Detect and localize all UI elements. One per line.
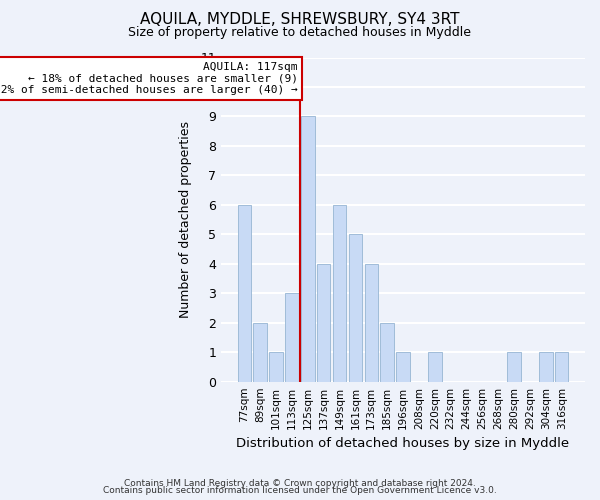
Bar bbox=[269, 352, 283, 382]
Bar bbox=[539, 352, 553, 382]
Bar bbox=[555, 352, 568, 382]
Text: Contains HM Land Registry data © Crown copyright and database right 2024.: Contains HM Land Registry data © Crown c… bbox=[124, 478, 476, 488]
Bar bbox=[396, 352, 410, 382]
Bar bbox=[238, 205, 251, 382]
Bar bbox=[508, 352, 521, 382]
Bar bbox=[317, 264, 331, 382]
Bar bbox=[428, 352, 442, 382]
Bar bbox=[285, 294, 299, 382]
Y-axis label: Number of detached properties: Number of detached properties bbox=[179, 121, 192, 318]
Text: AQUILA: 117sqm
← 18% of detached houses are smaller (9)
82% of semi-detached hou: AQUILA: 117sqm ← 18% of detached houses … bbox=[0, 62, 298, 95]
X-axis label: Distribution of detached houses by size in Myddle: Distribution of detached houses by size … bbox=[236, 437, 569, 450]
Bar bbox=[365, 264, 378, 382]
Bar bbox=[349, 234, 362, 382]
Bar bbox=[253, 322, 267, 382]
Text: Size of property relative to detached houses in Myddle: Size of property relative to detached ho… bbox=[128, 26, 472, 39]
Bar bbox=[380, 322, 394, 382]
Text: Contains public sector information licensed under the Open Government Licence v3: Contains public sector information licen… bbox=[103, 486, 497, 495]
Bar bbox=[301, 116, 314, 382]
Bar bbox=[333, 205, 346, 382]
Text: AQUILA, MYDDLE, SHREWSBURY, SY4 3RT: AQUILA, MYDDLE, SHREWSBURY, SY4 3RT bbox=[140, 12, 460, 28]
